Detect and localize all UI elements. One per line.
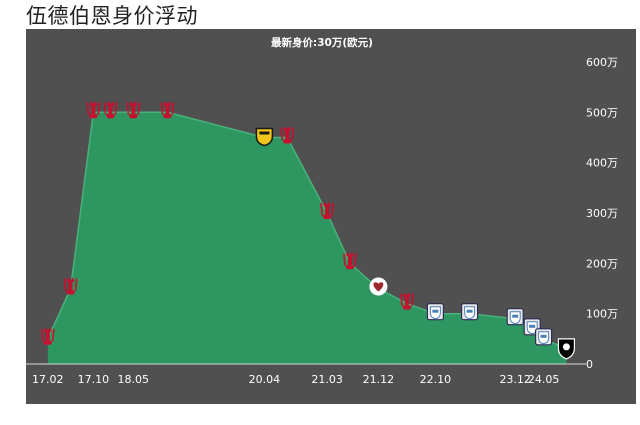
x-tick-label: 17.10 <box>78 373 110 386</box>
data-point-preston[interactable] <box>461 303 479 321</box>
y-tick-label: 300万 <box>586 207 618 220</box>
data-point-oxford-united[interactable] <box>255 127 274 147</box>
data-point-liverpool[interactable] <box>160 101 175 119</box>
x-tick-label: 23.12 <box>499 373 531 386</box>
data-point-preston[interactable] <box>426 303 444 321</box>
data-point-liverpool[interactable] <box>343 252 357 270</box>
x-tick-label: 17.02 <box>32 373 64 386</box>
x-tick-label: 20.04 <box>249 373 281 386</box>
data-point-preston[interactable] <box>534 328 553 346</box>
data-point-liverpool[interactable] <box>86 101 101 119</box>
area-layer <box>47 111 567 364</box>
x-tick-label: 22.10 <box>420 373 452 386</box>
data-point-liverpool[interactable] <box>126 101 141 119</box>
data-point-liverpool[interactable] <box>320 202 334 219</box>
x-tick-label: 24.05 <box>528 373 560 386</box>
data-point-liverpool[interactable] <box>280 126 294 144</box>
y-tick-label: 500万 <box>586 106 618 119</box>
chart-title: 最新身价:30万(欧元) <box>271 36 373 49</box>
value-area <box>47 112 567 364</box>
x-tick-label: 21.12 <box>363 373 395 386</box>
data-point-liverpool[interactable] <box>103 101 118 119</box>
data-point-liverpool[interactable] <box>400 292 414 310</box>
data-point-liverpool[interactable] <box>63 277 78 295</box>
data-point-salford-city[interactable] <box>557 338 576 360</box>
data-point-liverpool[interactable] <box>41 327 55 345</box>
market-value-chart: 最新身价:30万(欧元) 17.02 17.10 18.05 20.04 21.03 21… <box>26 29 636 404</box>
x-tick-label: 21.03 <box>311 373 343 386</box>
market-value-chart-svg: 最新身价:30万(欧元) 17.02 17.10 18.05 20.04 21.03 21… <box>26 36 618 386</box>
y-tick-label: 600万 <box>586 56 618 69</box>
y-tick-label: 0 <box>586 358 593 371</box>
data-point-hearts[interactable] <box>369 277 388 296</box>
data-point-preston[interactable] <box>506 308 524 326</box>
x-tick-label: 18.05 <box>118 373 150 386</box>
marker-layer <box>41 101 576 360</box>
y-tick-label: 200万 <box>586 257 618 270</box>
y-tick-label: 100万 <box>586 308 618 321</box>
axis-layer: 17.02 17.10 18.05 20.04 21.03 21.12 22.10 23.12… <box>26 56 618 386</box>
y-tick-label: 400万 <box>586 157 618 170</box>
page-title: 伍德伯恩身价浮动 <box>26 4 198 28</box>
